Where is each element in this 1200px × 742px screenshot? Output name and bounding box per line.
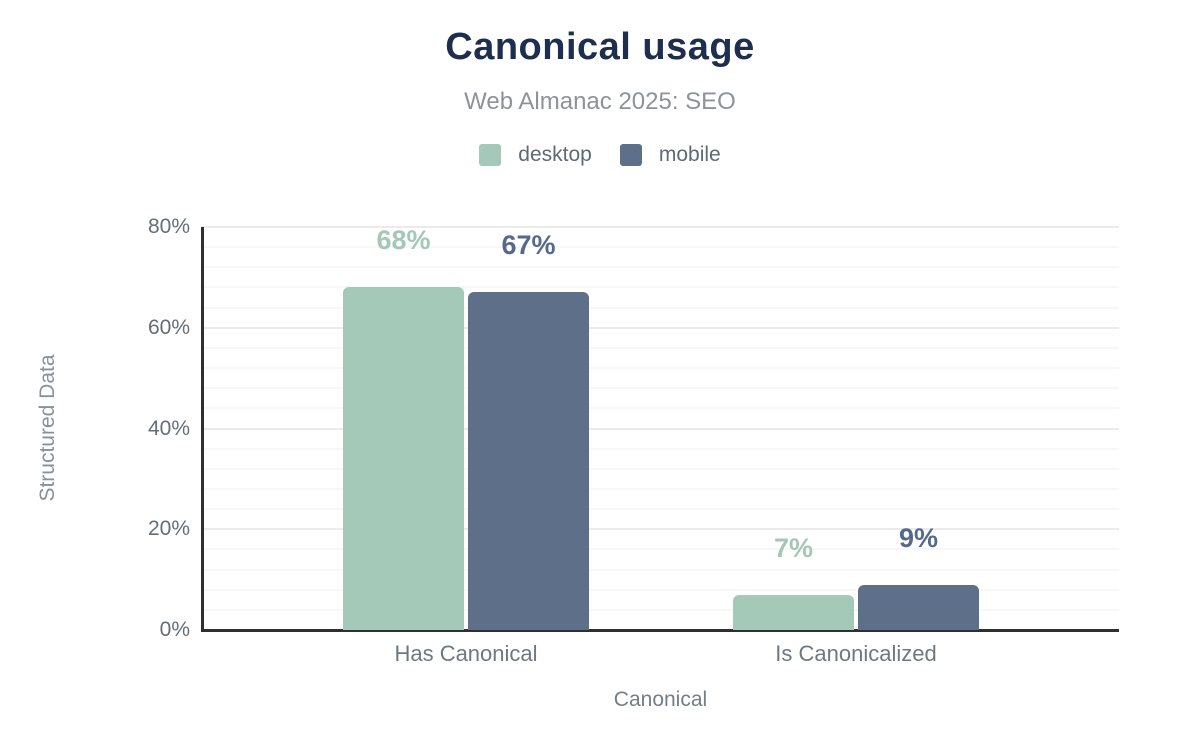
minor-gridline xyxy=(202,588,1119,591)
minor-gridline xyxy=(202,246,1119,249)
legend-label-mobile: mobile xyxy=(658,143,721,166)
bar-value-label-mobile-0: 67% xyxy=(501,230,556,261)
x-tick-label-0: Has Canonical xyxy=(394,641,538,666)
y-axis-line xyxy=(201,227,204,632)
minor-gridline xyxy=(202,487,1119,490)
minor-gridline xyxy=(202,447,1119,450)
x-axis-title: Canonical xyxy=(613,688,708,711)
chart-subtitle: Web Almanac 2025: SEO xyxy=(464,88,736,115)
legend: desktop mobile xyxy=(0,143,1200,167)
x-axis-line xyxy=(202,629,1119,632)
minor-gridline xyxy=(202,367,1119,370)
bar-value-label-mobile-1: 9% xyxy=(898,522,939,553)
minor-gridline xyxy=(202,346,1119,349)
y-axis-title: Structured Data xyxy=(36,353,59,502)
major-gridline xyxy=(202,326,1119,329)
y-tick-label: 80% xyxy=(147,215,190,238)
major-gridline xyxy=(202,226,1119,228)
legend-label-desktop: desktop xyxy=(518,143,592,166)
minor-gridline xyxy=(202,266,1119,269)
minor-gridline xyxy=(202,568,1119,571)
legend-item-mobile[interactable]: mobile xyxy=(619,143,721,167)
bar-value-label-desktop-0: 68% xyxy=(376,225,431,256)
bar-mobile-0[interactable] xyxy=(468,292,589,630)
legend-item-desktop[interactable]: desktop xyxy=(479,143,592,167)
minor-gridline xyxy=(202,548,1119,551)
x-tick-label-1: Is Canonicalized xyxy=(775,641,937,666)
minor-gridline xyxy=(202,306,1119,309)
y-tick-label: 40% xyxy=(147,416,190,440)
minor-gridline xyxy=(202,387,1119,390)
minor-gridline xyxy=(202,286,1119,289)
bar-desktop-0[interactable] xyxy=(343,287,464,630)
y-tick-label: 0% xyxy=(159,618,190,641)
minor-gridline xyxy=(202,467,1119,470)
legend-swatch-desktop-icon xyxy=(479,144,502,166)
minor-gridline xyxy=(202,608,1119,611)
bar-mobile-1[interactable] xyxy=(858,584,979,630)
y-tick-label: 20% xyxy=(147,517,190,541)
bar-value-label-desktop-1: 7% xyxy=(773,532,814,563)
chart-title: Canonical usage xyxy=(445,26,755,68)
major-gridline xyxy=(202,528,1119,531)
legend-swatch-mobile-icon xyxy=(619,144,642,166)
minor-gridline xyxy=(202,407,1119,410)
y-tick-label: 60% xyxy=(147,315,190,339)
bar-desktop-1[interactable] xyxy=(733,594,854,630)
major-gridline xyxy=(202,427,1119,430)
minor-gridline xyxy=(202,508,1119,511)
